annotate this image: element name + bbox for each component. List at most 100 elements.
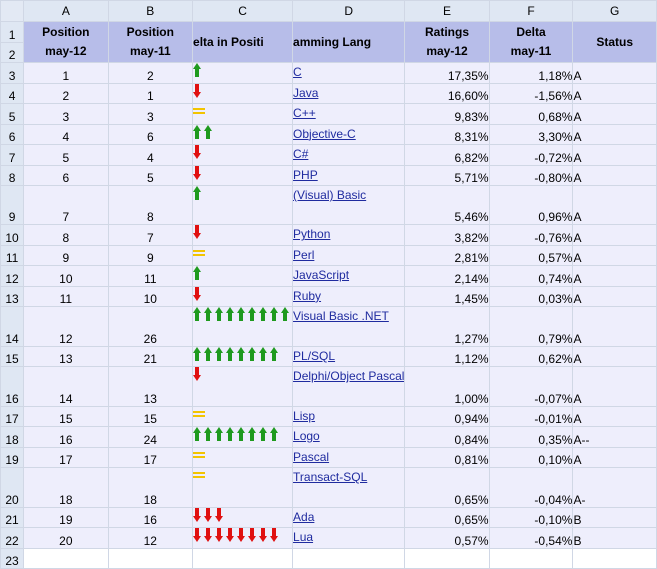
cell-status[interactable]: A	[572, 103, 657, 125]
cell-language[interactable]: Python	[292, 224, 406, 246]
cell-status[interactable]: A	[572, 285, 657, 308]
cell-position-may11[interactable]: 17	[107, 446, 194, 469]
cell-rating[interactable]: 0,57%	[404, 527, 490, 549]
cell-delta-arrows[interactable]	[192, 506, 294, 529]
cell-position-may12[interactable]: 3	[23, 103, 109, 125]
cell-rating[interactable]: 6,82%	[404, 144, 490, 166]
cell-delta[interactable]: -0,10%	[488, 506, 574, 529]
column-header-d[interactable]: D	[292, 0, 406, 22]
cell-position-may11[interactable]: 18	[107, 467, 194, 508]
cell-delta-arrows[interactable]	[192, 527, 294, 549]
cell-rating[interactable]: 1,12%	[404, 345, 490, 368]
header-delta-position[interactable]: elta in Positi	[192, 21, 294, 63]
empty-cell[interactable]	[107, 547, 194, 569]
cell-delta[interactable]: -0,72%	[488, 144, 574, 166]
cell-position-may11[interactable]: 5	[107, 164, 194, 186]
language-link[interactable]: Perl	[293, 247, 315, 262]
cell-delta[interactable]: -0,07%	[488, 366, 574, 407]
empty-cell[interactable]	[23, 547, 109, 569]
language-link[interactable]: PL/SQL	[293, 348, 336, 363]
cell-delta-arrows[interactable]	[192, 265, 294, 287]
cell-delta[interactable]: 0,79%	[488, 306, 574, 347]
row-header[interactable]: 23	[0, 547, 25, 569]
cell-status[interactable]: A	[572, 265, 657, 287]
cell-rating[interactable]: 5,71%	[404, 164, 490, 186]
language-link[interactable]: Lisp	[293, 408, 316, 423]
cell-position-may11[interactable]: 1	[107, 82, 194, 104]
cell-position-may12[interactable]: 15	[23, 405, 109, 428]
cell-position-may12[interactable]: 9	[23, 244, 109, 267]
language-link[interactable]: Visual Basic .NET	[293, 309, 389, 324]
cell-language[interactable]: Java	[292, 82, 406, 104]
cell-rating[interactable]: 1,00%	[404, 366, 490, 407]
language-link[interactable]: Pascal	[293, 449, 330, 464]
empty-cell[interactable]	[292, 547, 406, 569]
row-header[interactable]: 5	[0, 103, 25, 125]
column-header-e[interactable]: E	[404, 0, 490, 22]
cell-position-may12[interactable]: 8	[23, 224, 109, 246]
cell-delta[interactable]: 1,18%	[488, 62, 574, 84]
row-header[interactable]: 22	[0, 527, 25, 549]
cell-position-may11[interactable]: 12	[107, 527, 194, 549]
language-link[interactable]: Java	[293, 85, 319, 100]
cell-position-may11[interactable]: 9	[107, 244, 194, 267]
language-link[interactable]: JavaScript	[293, 268, 350, 283]
cell-position-may12[interactable]: 5	[23, 144, 109, 166]
cell-status[interactable]: A	[572, 446, 657, 469]
cell-rating[interactable]: 2,81%	[404, 244, 490, 267]
cell-delta-arrows[interactable]	[192, 82, 294, 104]
cell-position-may12[interactable]: 13	[23, 345, 109, 368]
cell-position-may12[interactable]: 19	[23, 506, 109, 529]
cell-delta[interactable]: 0,74%	[488, 265, 574, 287]
cell-status[interactable]: B	[572, 527, 657, 549]
language-link[interactable]: Python	[293, 227, 331, 242]
cell-status[interactable]: A	[572, 306, 657, 347]
cell-rating[interactable]: 0,65%	[404, 506, 490, 529]
cell-rating[interactable]: 17,35%	[404, 62, 490, 84]
cell-language[interactable]: Logo	[292, 426, 406, 448]
row-header[interactable]: 18	[0, 426, 25, 448]
cell-delta-arrows[interactable]	[192, 224, 294, 246]
cell-position-may12[interactable]: 12	[23, 306, 109, 347]
cell-position-may11[interactable]: 24	[107, 426, 194, 448]
language-link[interactable]: C#	[293, 147, 309, 161]
cell-position-may11[interactable]: 11	[107, 265, 194, 287]
cell-rating[interactable]: 0,81%	[404, 446, 490, 469]
cell-language[interactable]: Ada	[292, 506, 406, 529]
row-header[interactable]: 2	[0, 42, 25, 63]
cell-status[interactable]: A	[572, 405, 657, 428]
cell-rating[interactable]: 1,27%	[404, 306, 490, 347]
row-header[interactable]: 10	[0, 224, 25, 246]
row-header[interactable]: 14	[0, 306, 25, 347]
cell-delta-arrows[interactable]	[192, 285, 294, 308]
cell-language[interactable]: Delphi/Object Pascal	[292, 366, 406, 407]
language-link[interactable]: Transact-SQL	[293, 470, 368, 485]
column-header-g[interactable]: G	[572, 0, 657, 22]
cell-status[interactable]: A	[572, 123, 657, 145]
cell-delta[interactable]: -0,80%	[488, 164, 574, 186]
cell-delta-arrows[interactable]	[192, 164, 294, 186]
cell-rating[interactable]: 3,82%	[404, 224, 490, 246]
header-position-may12[interactable]: Position may-12	[23, 21, 109, 63]
empty-cell[interactable]	[404, 547, 490, 569]
language-link[interactable]: Lua	[293, 530, 314, 545]
cell-rating[interactable]: 8,31%	[404, 123, 490, 145]
row-header[interactable]: 16	[0, 366, 25, 407]
cell-delta-arrows[interactable]	[192, 123, 294, 145]
language-link[interactable]: Delphi/Object Pascal	[293, 369, 405, 384]
cell-position-may11[interactable]: 4	[107, 144, 194, 166]
cell-language[interactable]: Lisp	[292, 405, 406, 428]
cell-status[interactable]: A--	[572, 426, 657, 448]
cell-delta[interactable]: 0,68%	[488, 103, 574, 125]
cell-rating[interactable]: 9,83%	[404, 103, 490, 125]
cell-position-may11[interactable]: 21	[107, 345, 194, 368]
cell-position-may11[interactable]: 7	[107, 224, 194, 246]
cell-language[interactable]: Transact-SQL	[292, 467, 406, 508]
cell-delta[interactable]: -0,54%	[488, 527, 574, 549]
language-link[interactable]: (Visual) Basic	[293, 188, 367, 202]
cell-language[interactable]: PHP	[292, 164, 406, 186]
cell-delta-arrows[interactable]	[192, 426, 294, 448]
header-programming-language[interactable]: amming Lang	[292, 21, 406, 63]
cell-language[interactable]: Pascal	[292, 446, 406, 469]
row-header[interactable]: 4	[0, 82, 25, 104]
